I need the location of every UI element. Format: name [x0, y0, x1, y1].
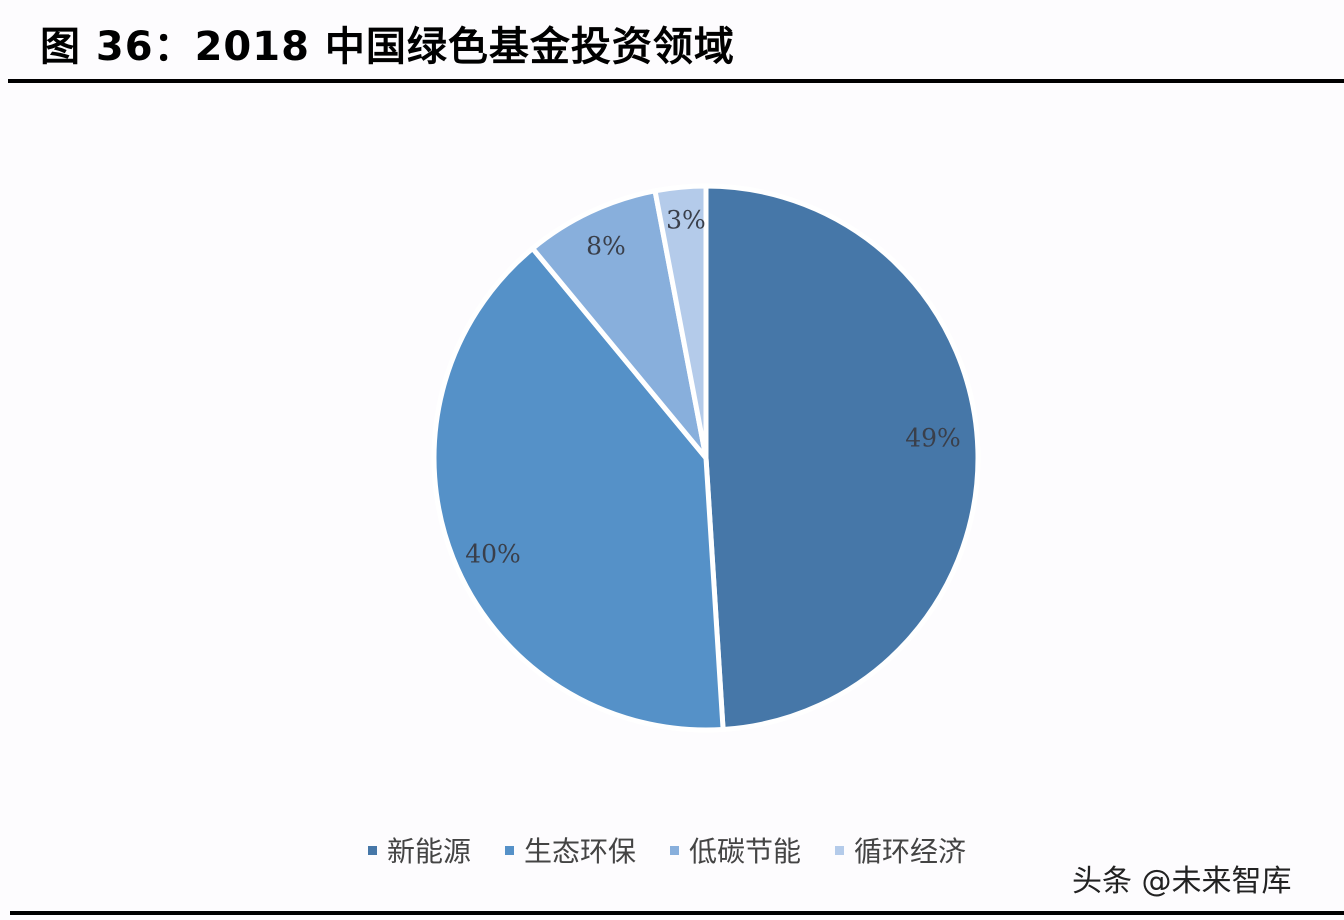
watermark: 头条 @未来智库	[1072, 864, 1292, 899]
data-label: 40%	[465, 540, 521, 569]
legend-item-new-energy: 新能源	[368, 830, 471, 870]
legend-item-low-carbon: 低碳节能	[670, 830, 801, 870]
legend-label: 新能源	[387, 835, 472, 868]
slice-eco-protection	[431, 244, 726, 733]
legend-swatch	[505, 845, 515, 855]
slice-new-energy	[703, 183, 981, 733]
data-label: 49%	[905, 424, 961, 453]
bottom-divider	[10, 911, 1344, 915]
legend-swatch	[670, 845, 680, 855]
chart-title: 图 36：2018 中国绿色基金投资领域	[40, 24, 735, 70]
top-divider	[8, 79, 1344, 83]
legend-label: 生态环保	[524, 835, 637, 868]
slice-low-carbon	[529, 187, 709, 460]
legend-swatch	[835, 845, 845, 855]
legend-swatch	[368, 845, 377, 855]
chart-legend: 新能源 生态环保 低碳节能 循环经济	[368, 830, 966, 870]
legend-item-circular-economy: 循环经济	[835, 830, 966, 870]
data-label: 3%	[666, 206, 706, 235]
legend-label: 循环经济	[854, 835, 967, 868]
legend-label: 低碳节能	[689, 835, 802, 868]
legend-item-eco-protection: 生态环保	[505, 830, 636, 870]
slice-circular-economy	[652, 183, 709, 459]
data-label: 8%	[586, 232, 626, 261]
